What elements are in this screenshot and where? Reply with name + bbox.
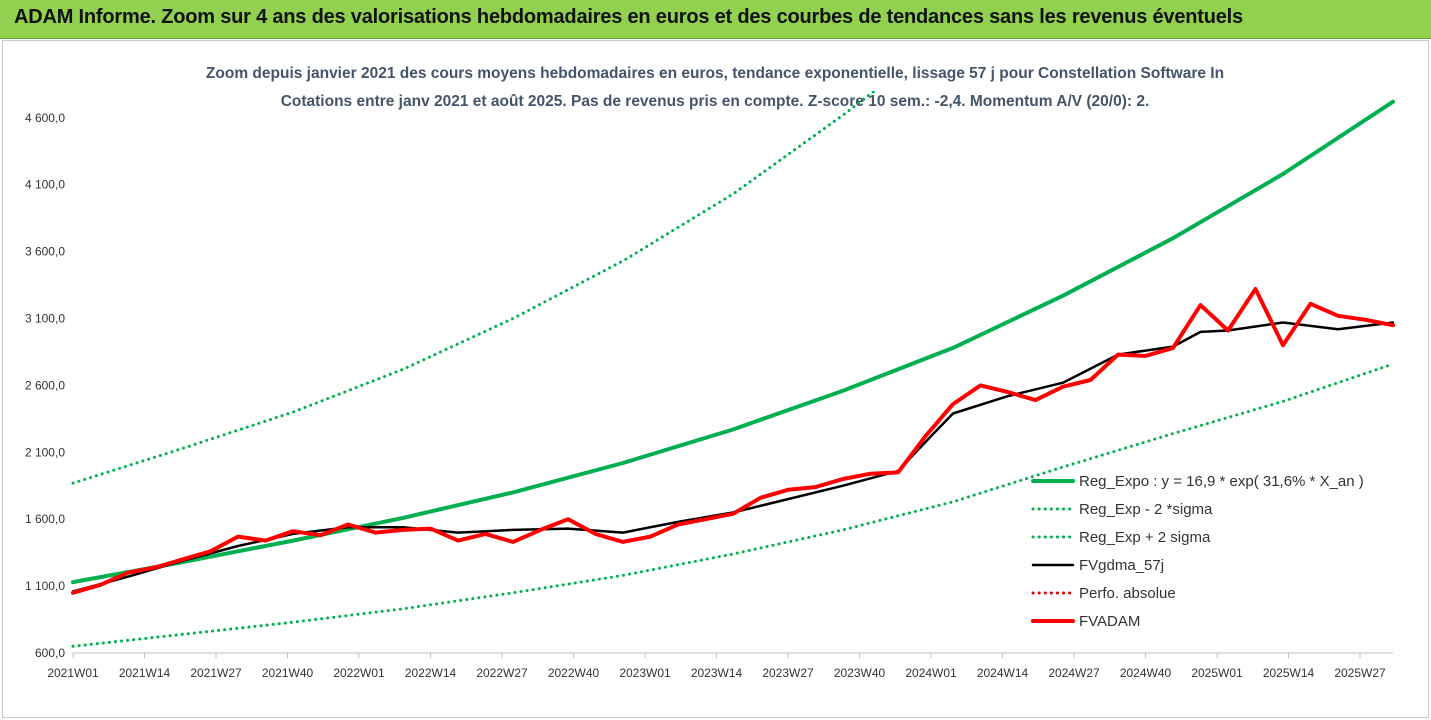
legend-label-high: Reg_Exp + 2 sigma [1079,529,1211,546]
y-tick-label: 4 100,0 [25,178,65,192]
chart-title: Zoom depuis janvier 2021 des cours moyen… [206,65,1224,82]
y-tick-label: 2 100,0 [25,445,65,459]
x-tick-label: 2021W14 [119,666,171,680]
y-tick-label: 1 100,0 [25,579,65,593]
x-tick-label: 2024W40 [1120,666,1172,680]
report-banner: ADAM Informe. Zoom sur 4 ans des valoris… [0,0,1431,39]
legend-label-perf: Perfo. absolue [1079,585,1176,602]
y-tick-label: 3 600,0 [25,245,65,259]
x-tick-label: 2025W01 [1191,666,1243,680]
legend-label-sma: FVgdma_57j [1079,557,1164,574]
series-line-sma [71,321,1395,593]
series-line-reg [71,99,1395,585]
series-line-fv [71,287,1395,595]
legend-label-reg: Reg_Expo : y = 16,9 * exp( 31,6% * X_an … [1079,473,1364,490]
x-tick-label: 2023W27 [762,666,814,680]
x-tick-label: 2025W14 [1263,666,1315,680]
chart-subtitle: Cotations entre janv 2021 et août 2025. … [281,93,1150,110]
line-chart: Zoom depuis janvier 2021 des cours moyen… [25,65,1395,680]
report-banner-title: ADAM Informe. Zoom sur 4 ans des valoris… [14,6,1243,28]
series-line-low [71,362,1395,648]
x-tick-label: 2021W27 [190,666,242,680]
x-tick-label: 2022W01 [333,666,385,680]
x-axis: 2021W01 2021W14 2021W27 2021W40 2022W01 2022W… [47,653,1386,680]
x-tick-label: 2023W40 [834,666,886,680]
y-tick-label: 1 600,0 [25,512,65,526]
x-tick-label: 2024W27 [1048,666,1100,680]
y-tick-label: 4 600,0 [25,111,65,125]
series-lines [71,91,1395,648]
x-tick-label: 2024W01 [905,666,957,680]
x-tick-label: 2023W14 [691,666,743,680]
series-line-high [71,91,877,485]
y-tick-label: 600,0 [35,646,65,660]
chart-frame: Zoom depuis janvier 2021 des cours moyen… [2,40,1429,718]
x-tick-label: 2022W27 [476,666,528,680]
x-tick-label: 2024W14 [977,666,1029,680]
legend-label-low: Reg_Exp - 2 *sigma [1079,501,1213,518]
x-tick-label: 2022W40 [548,666,600,680]
x-tick-label: 2023W01 [619,666,671,680]
y-tick-label: 3 100,0 [25,311,65,325]
y-tick-label: 2 600,0 [25,378,65,392]
legend: Reg_Expo : y = 16,9 * exp( 31,6% * X_an … [1031,473,1364,630]
x-tick-label: 2025W27 [1334,666,1386,680]
legend-label-fv: FVADAM [1079,613,1140,630]
x-tick-label: 2022W14 [405,666,457,680]
x-tick-label: 2021W40 [262,666,314,680]
y-axis: 600,0 1 100,0 1 600,0 2 100,0 2 600,0 3 100,0… [25,111,65,660]
x-tick-label: 2021W01 [47,666,99,680]
